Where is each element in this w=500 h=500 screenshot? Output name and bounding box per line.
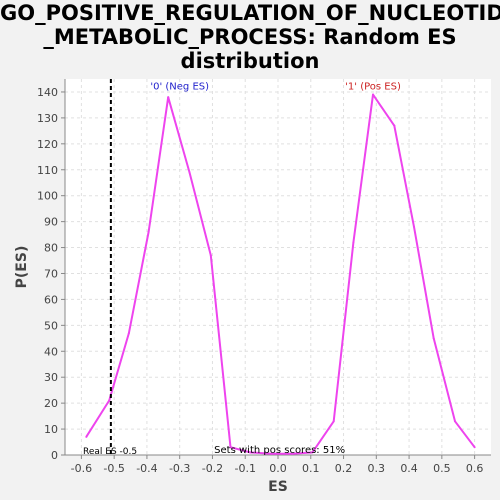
series-point [453, 420, 456, 423]
y-tick-label: 110 [37, 164, 58, 177]
y-tick-label: 70 [44, 267, 58, 280]
x-tick-label: 0.5 [433, 462, 451, 475]
annotation-label: Sets with pos scores: 51% [214, 445, 345, 456]
y-axis-label: P(ES) [14, 246, 30, 289]
y-tick-label: 140 [37, 86, 58, 99]
series-point [229, 446, 232, 449]
series-point [209, 254, 212, 257]
x-tick-label: 0.3 [368, 462, 386, 475]
series-point [108, 399, 111, 402]
chart-title-line-2: _METABOLIC_PROCESS: Random ES [43, 25, 457, 49]
x-tick-label: -0.1 [234, 462, 255, 475]
real-es-label: Real ES -0.5 [83, 447, 137, 457]
series-point [85, 435, 88, 438]
x-tick-label: 0.4 [400, 462, 418, 475]
x-tick-label: -0.3 [169, 462, 190, 475]
y-tick-label: 130 [37, 112, 58, 125]
series-line [85, 93, 476, 455]
y-tick-label: 50 [44, 319, 58, 332]
y-tick-label: 40 [44, 345, 58, 358]
x-tick-label: -0.2 [202, 462, 223, 475]
y-tick-label: 90 [44, 216, 58, 229]
x-tick-label: 0.1 [302, 462, 320, 475]
axes: -0.6 -0.5 -0.4 -0.3 -0.2 -0.1 0.0 0.1 0.2 0.3 0.4 0… [37, 79, 491, 475]
y-tick-label: 120 [37, 138, 58, 151]
series-point [291, 452, 294, 455]
series-point [167, 96, 170, 99]
y-tick-label: 10 [44, 423, 58, 436]
series-point [127, 332, 130, 335]
y-tick-label: 80 [44, 242, 58, 255]
x-tick-label: 0.0 [269, 462, 287, 475]
series-point [372, 93, 375, 96]
x-tick-label: -0.6 [71, 462, 92, 475]
series-point [311, 451, 314, 454]
annotation-label: '1' (Pos ES) [345, 81, 401, 92]
series-point [473, 446, 476, 449]
x-axis-label: ES [268, 479, 288, 495]
series-point [432, 337, 435, 340]
y-tick-label: 30 [44, 371, 58, 384]
series-point [188, 171, 191, 174]
chart-title-line-1: GO_POSITIVE_REGULATION_OF_NUCLEOTIDE [0, 1, 500, 25]
series-point [332, 420, 335, 423]
series-point [352, 241, 355, 244]
annotation-layer: Real ES -0.5 '0' (Neg ES) '1' (Pos ES) Sets… [83, 79, 401, 457]
x-tick-label: 0.2 [335, 462, 353, 475]
x-tick-label: 0.6 [466, 462, 484, 475]
y-tick-label: 100 [37, 190, 58, 203]
series-point [147, 230, 150, 233]
y-tick-label: 0 [51, 449, 58, 462]
series-layer [85, 93, 476, 455]
x-tick-label: -0.5 [103, 462, 124, 475]
series-point [249, 451, 252, 454]
x-tick-label: -0.4 [136, 462, 157, 475]
y-tick-label: 20 [44, 397, 58, 410]
series-point [412, 225, 415, 228]
chart-title-line-3: distribution [180, 49, 320, 73]
y-tick-label: 60 [44, 293, 58, 306]
grid [65, 79, 491, 456]
series-point [270, 452, 273, 455]
series-point [393, 124, 396, 127]
annotation-label: '0' (Neg ES) [150, 81, 209, 92]
